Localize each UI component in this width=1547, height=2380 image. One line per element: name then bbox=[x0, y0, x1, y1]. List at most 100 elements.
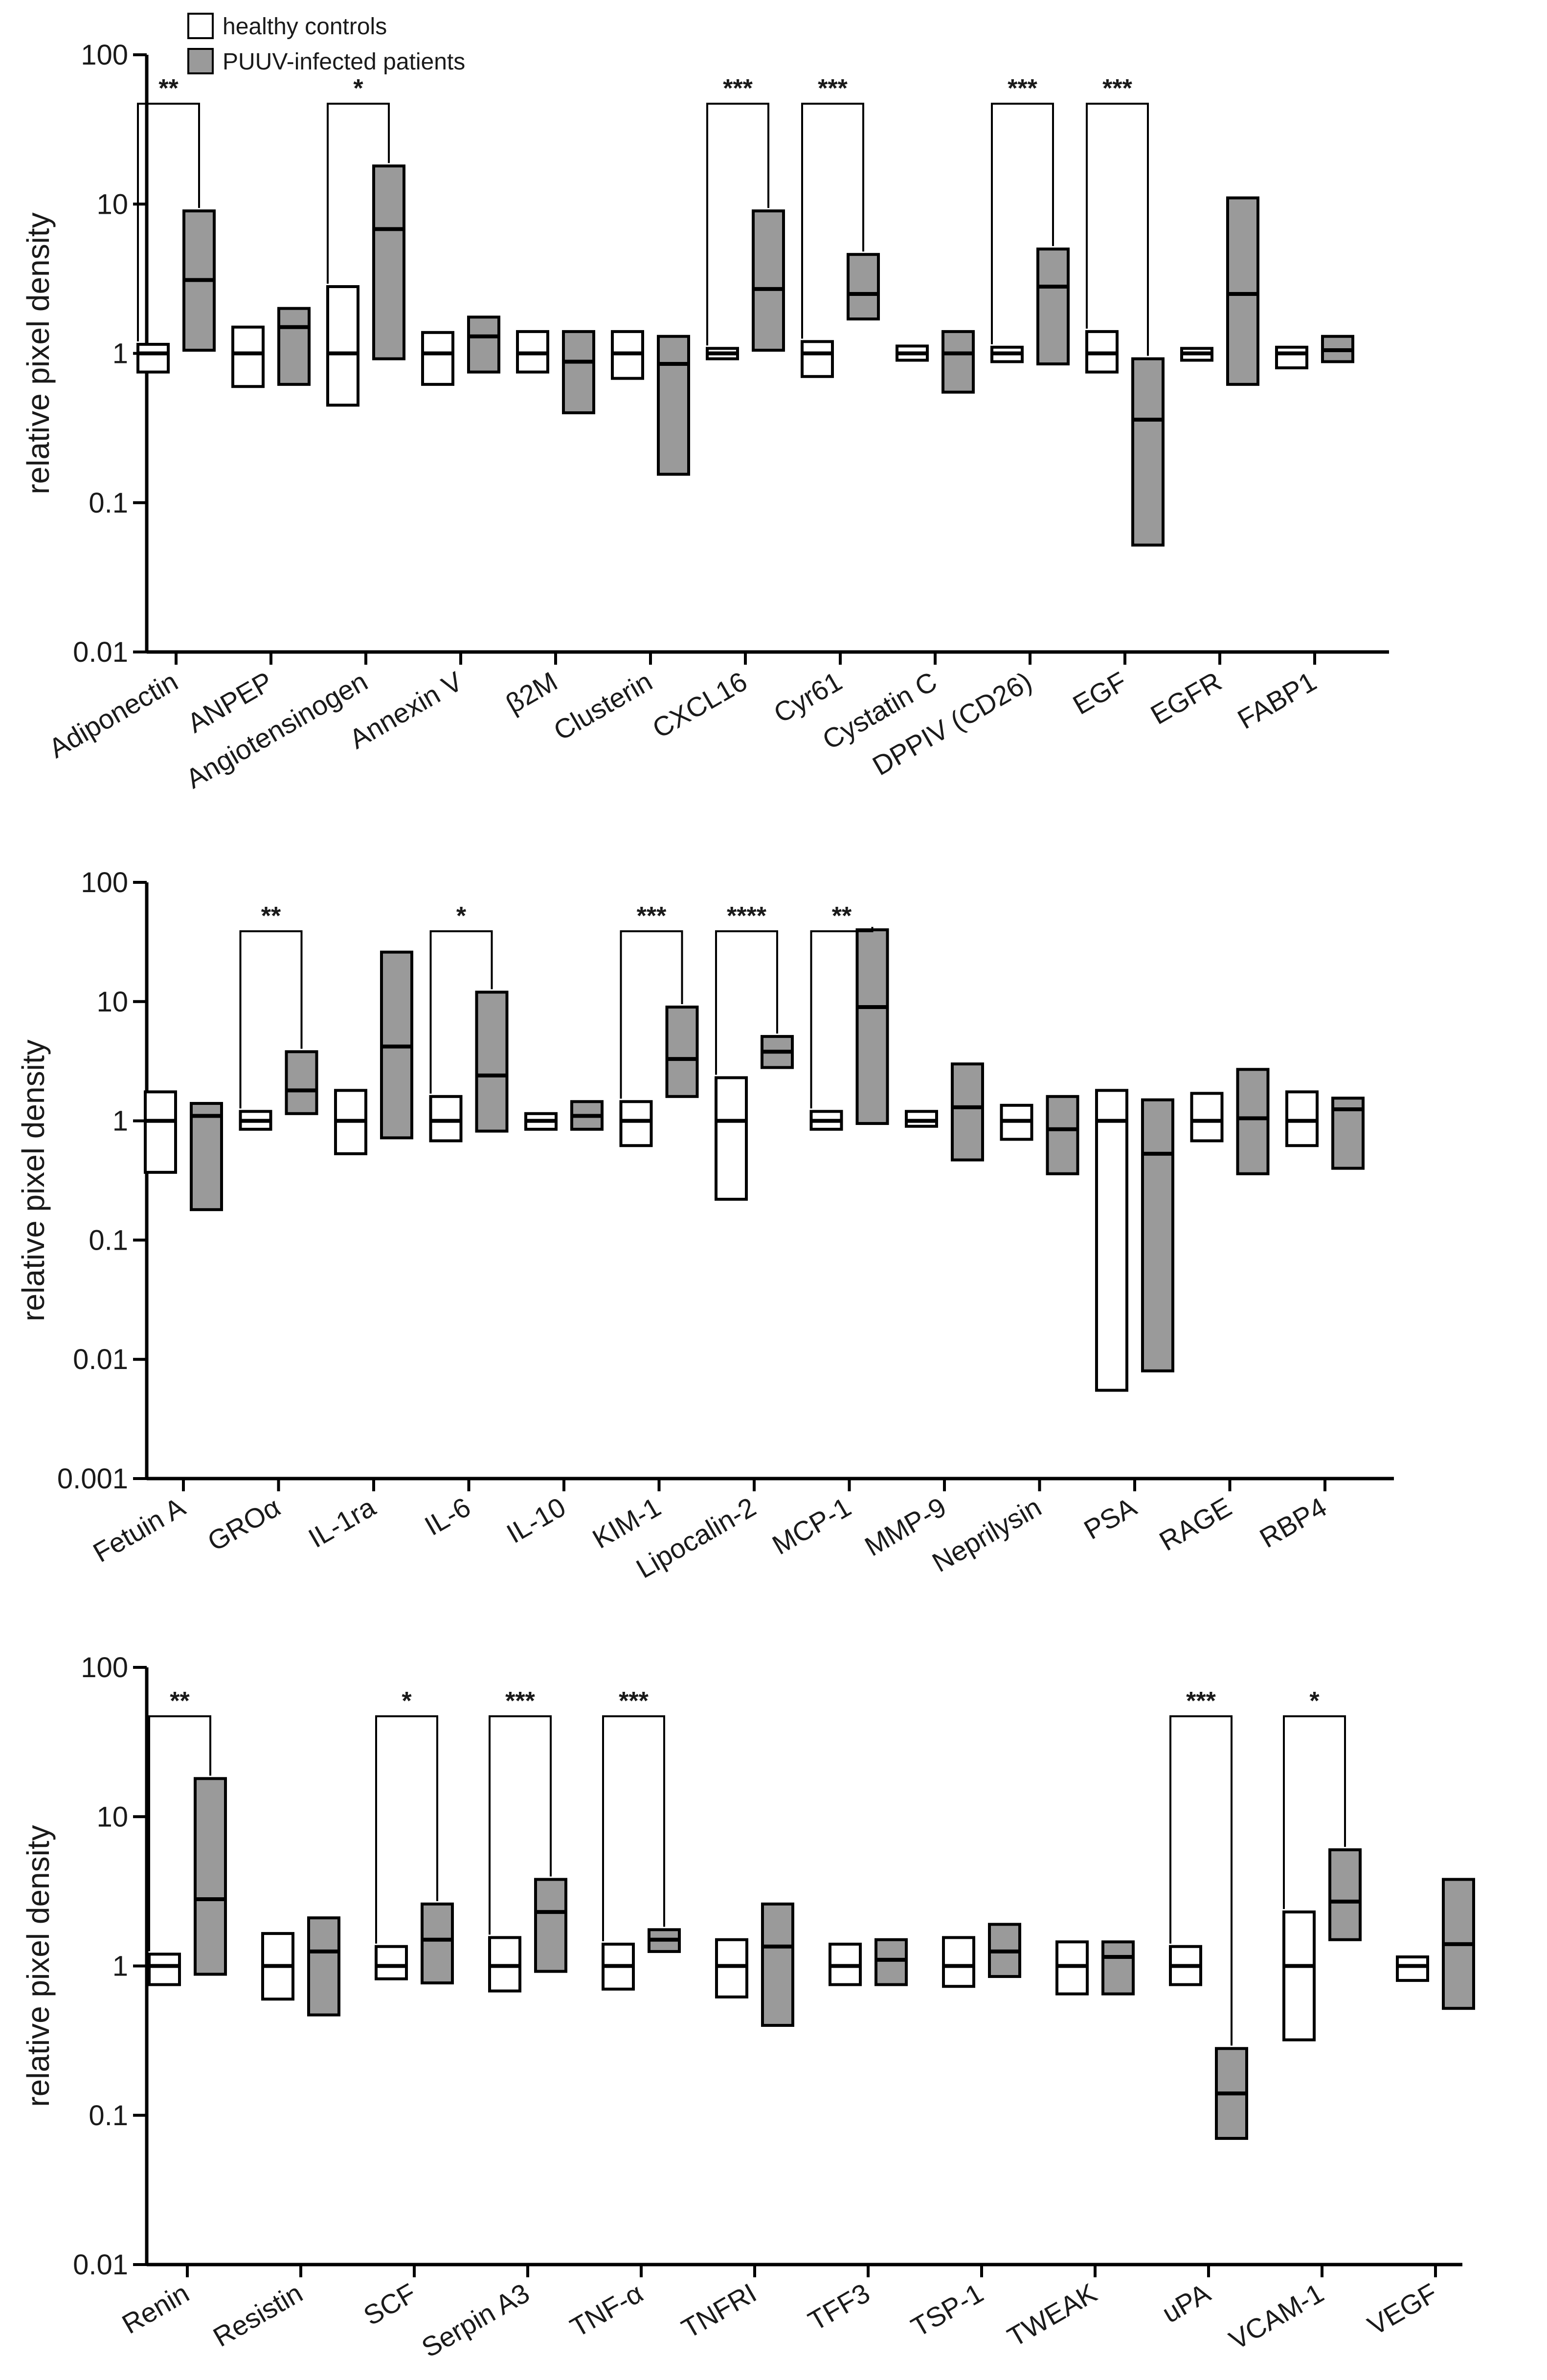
category-label-vegf: VEGF bbox=[1362, 2277, 1442, 2341]
y-tick-label: 0.01 bbox=[73, 1344, 128, 1375]
legend-label-patients: PUUV-infected patients bbox=[223, 49, 465, 75]
significance-bracket-il-6 bbox=[429, 930, 493, 1094]
patient-box-vcam-1 bbox=[1328, 1848, 1362, 1941]
y-axis-label: relative pixel density bbox=[16, 1039, 51, 1321]
significance-label-cyr61: *** bbox=[818, 74, 848, 103]
legend: healthy controls PUUV-infected patients bbox=[187, 13, 465, 75]
patient-box-annexin-v bbox=[467, 315, 500, 374]
category-label-vcam-1: VCAM-1 bbox=[1224, 2277, 1329, 2356]
y-tick-label: 1 bbox=[112, 1951, 128, 1982]
significance-label-dppiv-cd26: *** bbox=[1008, 74, 1037, 103]
panel-top: 100 10 1 0.1 0.01 relative pixel density Adipo… bbox=[21, 39, 1389, 794]
significance-label-upa: *** bbox=[1186, 1687, 1216, 1715]
patient-box-groalpha bbox=[285, 1050, 318, 1115]
category-label-renin: Renin bbox=[117, 2277, 194, 2340]
category-label-resistin: Resistin bbox=[208, 2277, 308, 2353]
y-tick-label: 100 bbox=[81, 867, 128, 898]
control-box-mmp-9 bbox=[905, 1110, 938, 1128]
category-label-psa: PSA bbox=[1078, 1491, 1142, 1546]
significance-label-egf: *** bbox=[1102, 74, 1132, 103]
y-tick-label: 0.01 bbox=[73, 2249, 128, 2281]
patient-box-tweak bbox=[1101, 1940, 1135, 1996]
category-label-fabp1: FABP1 bbox=[1233, 666, 1322, 735]
control-box-renin bbox=[148, 1953, 181, 1986]
patient-box-cyr61 bbox=[847, 253, 880, 321]
significance-label-adiponectin: ** bbox=[158, 74, 179, 103]
significance-label-kim-1: *** bbox=[637, 902, 667, 930]
significance-bracket-dppiv-cd26 bbox=[991, 103, 1054, 344]
patient-box-rage bbox=[1236, 1068, 1270, 1175]
significance-label-mcp-1: ** bbox=[832, 902, 852, 930]
category-label-rage: RAGE bbox=[1154, 1491, 1237, 1557]
control-box-tnfri bbox=[715, 1938, 748, 1998]
patient-box-beta2m bbox=[562, 330, 595, 414]
control-box-cyr61 bbox=[801, 340, 834, 378]
y-tick-label: 0.1 bbox=[89, 1224, 128, 1256]
control-box-fabp1 bbox=[1275, 345, 1308, 370]
patient-box-anpep bbox=[277, 307, 311, 386]
y-tick-label: 100 bbox=[81, 39, 128, 71]
patient-box-fetuin-a bbox=[190, 1101, 223, 1212]
significance-bracket-tnf-alpha bbox=[602, 1715, 665, 1941]
significance-bracket-upa bbox=[1169, 1715, 1233, 2046]
control-box-lipocalin-2 bbox=[715, 1076, 748, 1201]
category-label-tsp-1: TSP-1 bbox=[906, 2277, 988, 2343]
patient-box-tnfri bbox=[761, 1902, 794, 2027]
category-label-tnf-alpha: TNF-α bbox=[565, 2277, 648, 2343]
significance-bracket-scf bbox=[375, 1715, 438, 1944]
patient-box-cxcl16 bbox=[752, 209, 785, 352]
control-box-annexin-v bbox=[421, 331, 454, 386]
significance-bracket-cxcl16 bbox=[706, 103, 769, 346]
significance-bracket-lipocalin-2 bbox=[715, 930, 778, 1075]
significance-bracket-cyr61 bbox=[801, 103, 864, 339]
category-label-upa: uPA bbox=[1157, 2277, 1215, 2329]
category-label-serpin-a3: Serpin A3 bbox=[416, 2277, 535, 2363]
patient-box-psa bbox=[1141, 1098, 1174, 1372]
category-label-tff3: TFF3 bbox=[803, 2277, 875, 2336]
significance-label-serpin-a3: *** bbox=[505, 1687, 535, 1715]
significance-label-angiotensinogen: * bbox=[353, 74, 363, 103]
category-label-egf: EGF bbox=[1068, 666, 1132, 720]
y-tick-label: 0.1 bbox=[89, 2100, 128, 2132]
patient-box-scf bbox=[421, 1902, 454, 1985]
significance-label-renin: ** bbox=[170, 1687, 190, 1715]
significance-bracket-egf bbox=[1086, 103, 1149, 356]
y-tick-label: 10 bbox=[96, 188, 128, 220]
category-label-cxcl16: CXCL16 bbox=[647, 666, 752, 744]
patient-box-dppiv-cd26 bbox=[1036, 247, 1070, 366]
category-label-il-10: IL-10 bbox=[501, 1491, 571, 1549]
category-label-adiponectin: Adiponectin bbox=[44, 666, 183, 764]
y-tick-label: 1 bbox=[112, 338, 128, 370]
patient-box-serpin-a3 bbox=[534, 1878, 567, 1973]
y-axis-label: relative pixel density bbox=[21, 1825, 56, 2107]
patient-box-angiotensinogen bbox=[372, 164, 405, 360]
control-box-vcam-1 bbox=[1282, 1910, 1316, 2042]
category-label-il-6: IL-6 bbox=[419, 1491, 475, 1542]
y-tick-label: 10 bbox=[96, 986, 128, 1018]
category-label-scf: SCF bbox=[359, 2277, 421, 2332]
legend-swatch-healthy-controls bbox=[187, 13, 214, 39]
significance-label-scf: * bbox=[402, 1687, 412, 1715]
significance-label-vcam-1: * bbox=[1309, 1687, 1320, 1715]
patient-box-kim-1 bbox=[665, 1005, 699, 1098]
significance-bracket-groalpha bbox=[239, 930, 303, 1109]
significance-bracket-adiponectin bbox=[137, 103, 200, 341]
panel-middle: 100 10 1 0.1 0.01 0.001 relative pixel density… bbox=[16, 867, 1394, 1584]
control-box-angiotensinogen bbox=[326, 285, 359, 407]
control-box-psa bbox=[1095, 1089, 1128, 1392]
category-label-beta2m: β2M bbox=[500, 666, 562, 719]
patient-box-clusterin bbox=[657, 335, 690, 476]
patient-box-resistin bbox=[307, 1916, 340, 2017]
patient-box-neprilysin bbox=[1046, 1095, 1079, 1175]
control-box-vegf bbox=[1396, 1955, 1429, 1982]
patient-box-il-6 bbox=[475, 990, 509, 1133]
control-box-il-6 bbox=[429, 1095, 463, 1143]
patient-box-mmp-9 bbox=[951, 1062, 984, 1162]
control-box-scf bbox=[375, 1945, 408, 1980]
significance-bracket-angiotensinogen bbox=[327, 103, 390, 284]
patient-box-cystatin-c bbox=[942, 330, 975, 394]
significance-bracket-mcp-1 bbox=[810, 927, 874, 1109]
patient-box-tff3 bbox=[874, 1938, 908, 1986]
significance-label-il-6: * bbox=[456, 902, 467, 930]
control-box-fetuin-a bbox=[144, 1090, 177, 1174]
